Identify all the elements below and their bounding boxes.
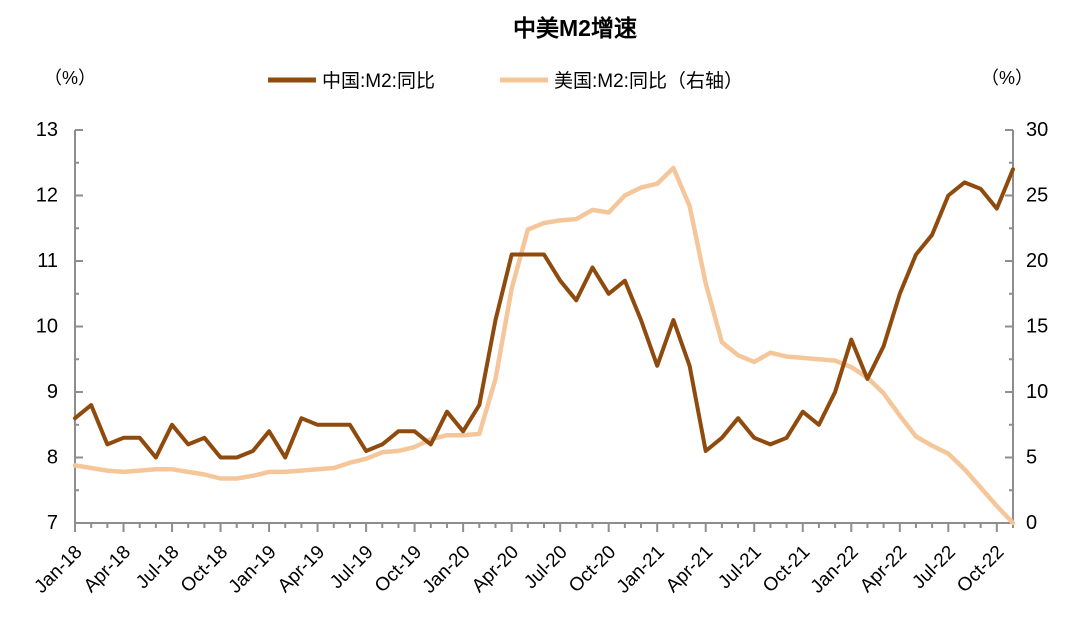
x-tick-label: Jul-22 xyxy=(908,542,959,593)
axes xyxy=(74,129,1014,532)
x-tick-label: Jan-19 xyxy=(225,542,281,598)
y-right-tick-label: 5 xyxy=(1026,447,1037,469)
y-right-tick-label: 30 xyxy=(1026,119,1048,141)
x-tick-label: Oct-21 xyxy=(759,542,814,597)
axis-labels: 78910111213051015202530Jan-18Apr-18Jul-1… xyxy=(31,119,1049,598)
x-tick-label: Oct-22 xyxy=(953,542,1008,597)
x-tick-label: Apr-19 xyxy=(274,542,329,597)
x-tick-label: Oct-19 xyxy=(371,542,426,597)
china-m2-line xyxy=(73,167,1015,460)
x-tick-label: Jul-20 xyxy=(520,542,571,593)
y-left-tick-label: 11 xyxy=(37,250,58,272)
series-lines xyxy=(72,165,1016,526)
y-left-tick-label: 8 xyxy=(47,447,58,469)
x-tick-label: Oct-20 xyxy=(565,542,620,597)
y-right-tick-label: 15 xyxy=(1026,316,1048,338)
y-right-tick-label: 20 xyxy=(1026,250,1048,272)
x-tick-label: Apr-22 xyxy=(856,542,911,597)
right-axis-unit: （%） xyxy=(981,68,1033,88)
us-m2-line xyxy=(72,165,1016,526)
legend-label-us: 美国:M2:同比（右轴） xyxy=(554,70,743,92)
y-left-tick-label: 7 xyxy=(47,512,58,534)
chart-title: 中美M2增速 xyxy=(513,15,637,41)
x-tick-label: Jan-21 xyxy=(613,542,669,598)
y-left-tick-label: 13 xyxy=(36,119,58,141)
y-right-tick-label: 0 xyxy=(1026,512,1037,534)
x-tick-label: Jan-22 xyxy=(807,542,863,598)
x-tick-label: Jul-19 xyxy=(326,542,377,593)
y-right-tick-label: 10 xyxy=(1026,381,1048,403)
x-tick-label: Jan-20 xyxy=(419,542,475,598)
y-right-tick-label: 25 xyxy=(1026,185,1048,207)
x-tick-label: Jul-21 xyxy=(714,542,765,593)
x-tick-label: Jul-18 xyxy=(132,542,183,593)
x-tick-label: Jan-18 xyxy=(31,542,87,598)
left-axis-unit: （%） xyxy=(44,68,96,88)
x-tick-label: Apr-21 xyxy=(662,542,717,597)
legend: 中国:M2:同比 美国:M2:同比（右轴） xyxy=(268,70,743,92)
y-left-tick-label: 10 xyxy=(36,316,58,338)
x-tick-label: Apr-18 xyxy=(80,542,135,597)
x-tick-label: Apr-20 xyxy=(468,542,523,597)
y-left-tick-label: 12 xyxy=(36,185,58,207)
legend-label-china: 中国:M2:同比 xyxy=(322,70,435,92)
x-tick-label: Oct-18 xyxy=(177,542,232,597)
y-left-tick-label: 9 xyxy=(47,381,58,403)
